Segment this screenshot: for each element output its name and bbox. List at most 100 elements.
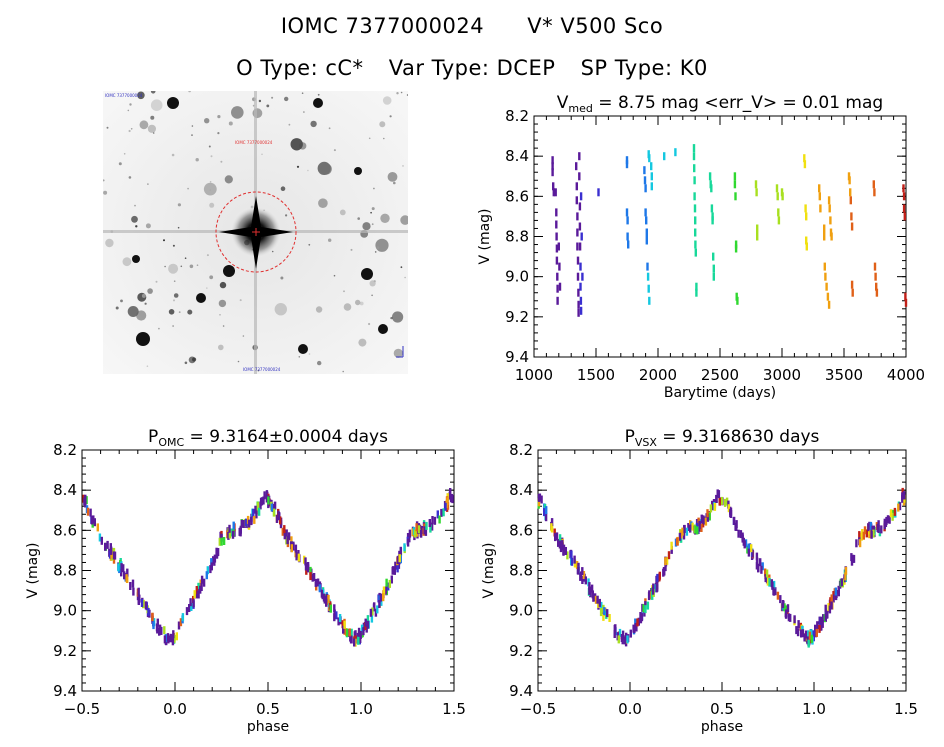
data-point (834, 587, 837, 596)
data-point (692, 144, 696, 153)
data-point (117, 563, 120, 572)
data-point (804, 630, 808, 639)
data-point (827, 300, 831, 309)
y-tick-label: 8.4 (53, 481, 77, 499)
data-point (285, 529, 288, 538)
data-point (656, 573, 659, 582)
data-point (193, 590, 196, 599)
data-point (366, 615, 370, 624)
data-point (771, 581, 774, 590)
data-point (848, 176, 851, 185)
data-point (626, 232, 629, 241)
y-tick-label: 9.4 (509, 682, 533, 700)
data-point (844, 566, 848, 575)
data-point (129, 582, 132, 590)
data-point (693, 192, 696, 201)
data-point (685, 527, 689, 536)
data-point (216, 548, 220, 556)
plot-title: Vmed = 8.75 mag <err_V> = 0.01 mag (557, 93, 883, 115)
data-point (287, 532, 291, 541)
data-point (747, 543, 750, 552)
x-tick-label: 0.5 (256, 700, 280, 718)
data-point (827, 603, 830, 612)
data-point (577, 300, 580, 309)
data-point (807, 639, 810, 648)
data-point (303, 555, 306, 564)
target-marker-label: IOMC 7377000024 (235, 140, 273, 145)
data-point (202, 578, 206, 587)
data-point (555, 220, 558, 229)
data-point (888, 515, 891, 524)
data-point (805, 212, 808, 221)
x-tick-label: 0.0 (163, 700, 187, 718)
data-point (338, 614, 342, 622)
data-point (273, 501, 277, 510)
data-point (205, 571, 208, 580)
data-point (267, 496, 270, 505)
data-point (776, 591, 780, 600)
data-point (851, 288, 854, 297)
data-point (902, 204, 906, 213)
data-point (663, 152, 666, 161)
data-point (689, 524, 692, 533)
data-point (556, 296, 559, 305)
data-point (429, 524, 432, 533)
data-point (257, 507, 261, 516)
data-point (807, 630, 810, 639)
data-point (152, 621, 155, 630)
data-point (725, 497, 729, 506)
y-tick-label: 9.2 (509, 642, 533, 660)
data-point (777, 208, 780, 217)
variable-type: Var Type: DCEP (388, 56, 556, 80)
data-point (603, 607, 606, 616)
lightcurve-time-plot: 1000 1500 2000 2500 3000 3500 4000 8.2 8.4 8.6 8.8… (477, 93, 925, 401)
data-point (764, 574, 767, 583)
y-tick-label: 8.4 (509, 481, 533, 499)
page-title: IOMC 7377000024 V* V500 Sco (0, 14, 944, 38)
data-point (687, 523, 690, 531)
data-point (337, 617, 340, 626)
data-point (290, 536, 293, 545)
sky-image: IOMC 7377000024 IOMC 7377000024 IOMC 737… (103, 91, 408, 374)
data-point (805, 236, 808, 245)
data-point (650, 172, 653, 181)
data-point (904, 292, 907, 301)
data-point (670, 541, 673, 550)
data-point (446, 497, 449, 506)
data-point (756, 232, 759, 241)
data-point (756, 224, 759, 233)
data-point (712, 252, 715, 261)
y-tick-label: 8.2 (509, 441, 533, 459)
data-point (227, 531, 230, 540)
data-point (588, 582, 591, 591)
data-point (156, 618, 159, 627)
data-point (581, 272, 584, 281)
data-point (190, 603, 193, 611)
data-point (850, 212, 853, 221)
data-point (286, 536, 289, 545)
data-point (370, 614, 374, 623)
data-point (634, 618, 637, 627)
data-point (823, 262, 826, 271)
data-point (220, 537, 223, 546)
data-point (823, 232, 826, 241)
data-point (629, 629, 632, 638)
data-point (772, 580, 776, 589)
data-point (651, 586, 655, 595)
data-point (646, 262, 649, 271)
data-point (575, 196, 578, 205)
data-point (408, 534, 411, 543)
data-point (682, 531, 686, 540)
data-point (889, 509, 893, 518)
y-tick-label: 8.2 (53, 441, 77, 459)
data-point (570, 557, 574, 566)
data-point (543, 508, 546, 517)
data-point (606, 609, 609, 618)
data-point (578, 202, 582, 211)
data-point (825, 282, 828, 291)
data-point (93, 518, 96, 527)
data-point (222, 537, 226, 545)
data-point (230, 528, 233, 537)
data-point (555, 532, 559, 541)
